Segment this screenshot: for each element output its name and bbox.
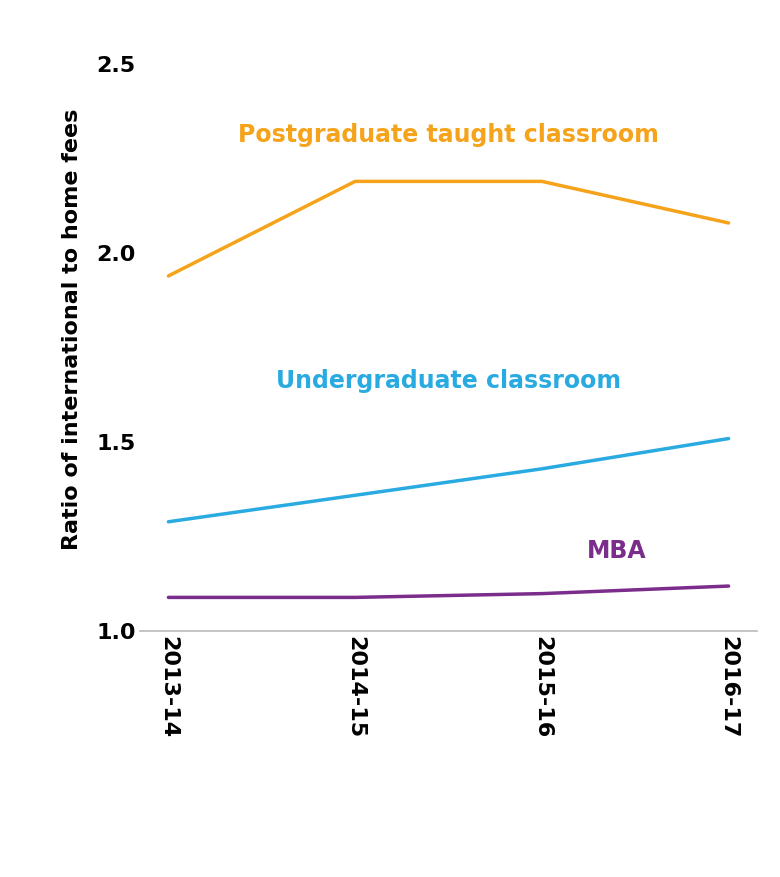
Text: Postgraduate taught classroom: Postgraduate taught classroom	[238, 124, 659, 147]
Text: MBA: MBA	[587, 539, 647, 563]
Y-axis label: Ratio of international to home fees: Ratio of international to home fees	[62, 108, 82, 550]
Text: Undergraduate classroom: Undergraduate classroom	[276, 369, 621, 393]
